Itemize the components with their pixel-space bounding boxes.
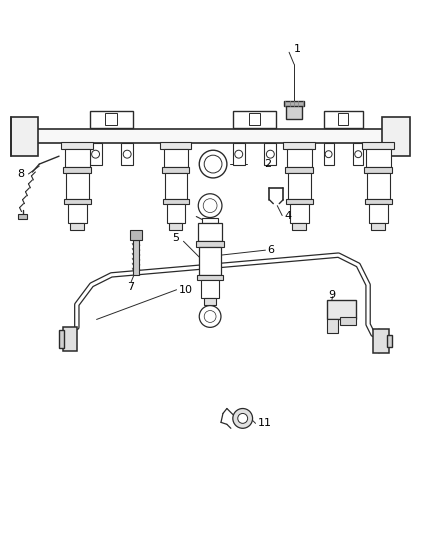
Circle shape — [238, 414, 247, 423]
Bar — [387, 335, 392, 347]
Circle shape — [198, 194, 222, 217]
Bar — [162, 167, 189, 173]
Text: 2: 2 — [265, 159, 272, 169]
Text: 5: 5 — [172, 233, 179, 243]
Bar — [290, 204, 309, 223]
Bar — [167, 204, 185, 223]
Circle shape — [199, 150, 227, 178]
Bar — [265, 143, 276, 165]
Bar — [197, 275, 223, 280]
Circle shape — [355, 151, 362, 158]
Circle shape — [203, 199, 217, 213]
Bar — [68, 204, 87, 223]
Bar — [90, 111, 133, 128]
Bar — [362, 142, 394, 149]
Text: 7: 7 — [127, 282, 135, 292]
Bar — [201, 280, 219, 297]
Circle shape — [204, 155, 222, 173]
Circle shape — [92, 150, 99, 158]
Bar — [288, 173, 311, 199]
Bar — [286, 199, 313, 204]
Text: 10: 10 — [179, 285, 193, 295]
Bar — [199, 247, 221, 275]
Circle shape — [204, 311, 216, 322]
Bar — [121, 143, 133, 165]
Bar — [65, 149, 90, 167]
Bar — [285, 167, 313, 173]
Text: 1: 1 — [294, 44, 301, 54]
Bar — [90, 143, 102, 165]
Bar — [70, 223, 84, 230]
Bar — [324, 111, 363, 128]
Bar — [11, 117, 38, 156]
Circle shape — [123, 150, 131, 158]
Bar — [283, 142, 315, 149]
Bar — [106, 112, 117, 125]
Bar — [353, 143, 363, 165]
Circle shape — [199, 305, 221, 327]
Bar — [327, 319, 339, 333]
Bar — [284, 101, 304, 106]
Bar — [339, 112, 348, 125]
Circle shape — [235, 150, 243, 158]
Bar — [198, 223, 222, 241]
Circle shape — [233, 408, 253, 429]
Bar — [204, 297, 216, 304]
Bar — [371, 223, 385, 230]
Bar — [369, 204, 388, 223]
Text: 8: 8 — [17, 169, 24, 179]
Bar — [196, 241, 224, 247]
Bar — [366, 149, 391, 167]
Bar — [287, 149, 312, 167]
Bar — [286, 104, 302, 118]
Bar — [340, 318, 356, 325]
Bar — [133, 240, 139, 275]
Bar — [233, 111, 276, 128]
Bar — [202, 217, 218, 223]
Circle shape — [266, 150, 274, 158]
Bar — [59, 330, 64, 348]
Text: 9: 9 — [328, 290, 336, 300]
Bar — [64, 199, 91, 204]
Bar — [63, 327, 77, 351]
Bar — [249, 112, 261, 125]
Circle shape — [325, 151, 332, 158]
Bar — [32, 130, 388, 143]
Bar — [233, 143, 245, 165]
Bar — [18, 214, 28, 220]
Bar — [66, 173, 88, 199]
Bar — [164, 149, 188, 167]
Bar — [382, 117, 410, 156]
Bar — [130, 230, 142, 240]
Bar — [292, 223, 306, 230]
Bar — [165, 173, 187, 199]
Bar — [365, 199, 392, 204]
Text: 6: 6 — [267, 245, 274, 255]
Bar — [367, 173, 390, 199]
Bar — [163, 199, 189, 204]
Bar — [61, 142, 92, 149]
Bar — [63, 167, 91, 173]
Bar — [364, 167, 392, 173]
Text: 4: 4 — [284, 211, 291, 221]
Text: 11: 11 — [258, 418, 272, 429]
Bar — [169, 223, 183, 230]
Bar — [327, 300, 356, 319]
Bar — [373, 329, 389, 353]
Bar — [324, 143, 333, 165]
Bar — [160, 142, 191, 149]
